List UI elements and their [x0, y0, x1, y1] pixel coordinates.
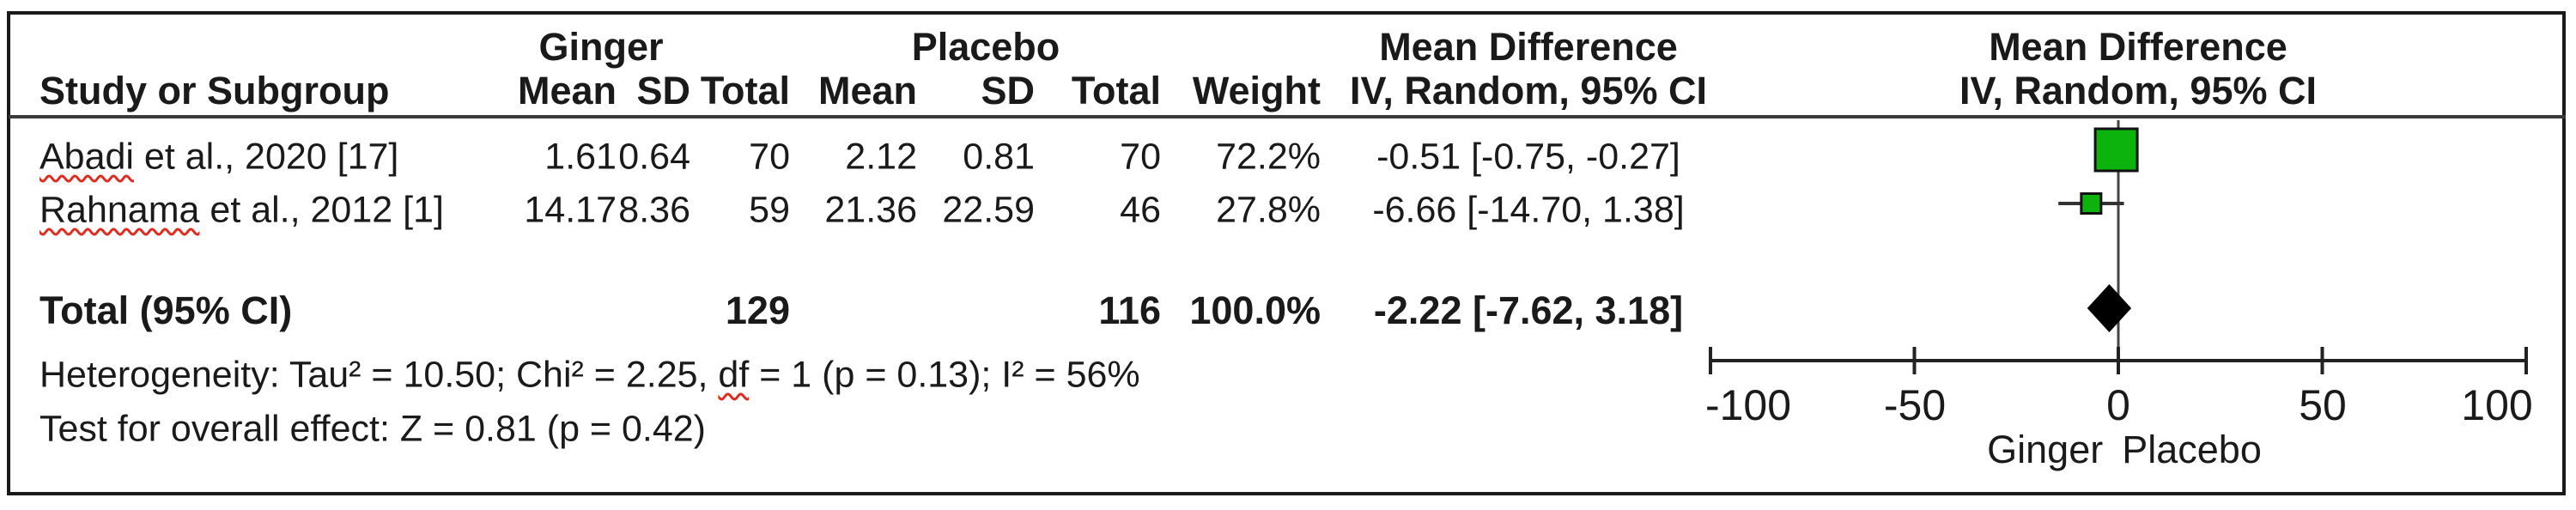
study-label-flagged-word: Abadi [39, 136, 134, 178]
axis-tick-label: -50 [1883, 381, 1947, 429]
ginger-sd-value: 0.64 [618, 136, 690, 178]
ginger-mean-value: 1.61 [544, 136, 617, 178]
heterogeneity-row: Heterogeneity: Tau² = 10.50; Chi² = 2.25… [0, 354, 2576, 397]
placebo-total-sum: 116 [1098, 288, 1161, 332]
study-label-rest: et al., 2012 [1] [199, 189, 444, 231]
ci-col-header: IV, Random, 95% CI [1350, 69, 1707, 112]
favours-treatment-label: Ginger [1987, 428, 2104, 471]
column-header-row: Study or Subgroup Mean SD Total Mean SD … [0, 69, 2576, 113]
heterogeneity-text-before: Heterogeneity: Tau² = 10.50; Chi² = 2.25… [39, 354, 719, 396]
table-row: Rahnama et al., 2012 [1] 14.17 8.36 59 2… [0, 184, 2576, 237]
total-weight-value: 100.0% [1189, 288, 1321, 332]
study-label-flagged-word: Rahnama [39, 189, 200, 231]
heterogeneity-text-after: = 1 (p = 0.13); I² = 56% [749, 354, 1140, 396]
table-row: Abadi et al., 2020 [17] 1.61 0.64 70 2.1… [0, 131, 2576, 184]
group-header-row: Ginger Placebo Mean Difference Mean Diff… [0, 25, 2576, 69]
placebo-mean-value: 2.12 [845, 136, 917, 178]
study-label: Abadi et al., 2020 [17] [39, 137, 398, 179]
ci-plot-col-header: IV, Random, 95% CI [1959, 69, 2317, 112]
total-row: Total (95% CI) 129 116 100.0% -2.22 [-7.… [0, 284, 2576, 337]
weight-value: 72.2% [1216, 136, 1321, 178]
ci-text-value: -6.66 [-14.70, 1.38] [1372, 189, 1685, 231]
favours-control-label: Placebo [2122, 428, 2262, 471]
placebo-group-header: Placebo [911, 25, 1060, 69]
placebo-sd-value: 0.81 [963, 136, 1035, 178]
mean1-col-header: Mean [517, 69, 617, 112]
study-col-header: Study or Subgroup [39, 69, 390, 112]
overall-effect-row: Test for overall effect: Z = 0.81 (p = 0… [0, 408, 2576, 451]
study-label-rest: et al., 2020 [17] [133, 136, 399, 178]
axis-tick-label: 100 [2461, 381, 2533, 429]
placebo-total-value: 46 [1120, 189, 1161, 231]
pooled-ci-text-value: -2.22 [-7.62, 3.18] [1373, 288, 1684, 332]
ginger-total-value: 59 [749, 189, 790, 231]
study-label: Rahnama et al., 2012 [1] [39, 190, 444, 232]
placebo-total-value: 70 [1120, 136, 1161, 178]
ginger-sd-value: 8.36 [618, 189, 690, 231]
placebo-mean-value: 21.36 [824, 189, 917, 231]
header-separator-line [9, 115, 2566, 118]
total2-col-header: Total [1071, 69, 1161, 112]
figure-frame [7, 11, 2566, 495]
ginger-mean-value: 14.17 [524, 189, 617, 231]
placebo-sd-value: 22.59 [942, 189, 1035, 231]
sd2-col-header: SD [981, 69, 1035, 112]
weight-col-header: Weight [1192, 69, 1321, 112]
heterogeneity-text: Heterogeneity: Tau² = 10.50; Chi² = 2.25… [39, 355, 1140, 397]
ginger-total-sum: 129 [725, 288, 790, 332]
ginger-group-header: Ginger [538, 25, 664, 69]
axis-tick-label: 50 [2299, 381, 2347, 429]
total1-col-header: Total [700, 69, 790, 112]
sd1-col-header: SD [636, 69, 690, 112]
total-label: Total (95% CI) [39, 288, 293, 332]
ginger-total-value: 70 [749, 136, 790, 178]
axis-footer-labels: Ginger Placebo [1987, 428, 2262, 472]
weight-value: 27.8% [1216, 189, 1321, 231]
overall-effect-text: Test for overall effect: Z = 0.81 (p = 0… [39, 408, 706, 450]
mean2-col-header: Mean [817, 69, 917, 112]
ci-text-value: -0.51 [-0.75, -0.27] [1376, 136, 1680, 178]
plot-column-header: Mean Difference [1989, 25, 2287, 69]
heterogeneity-flagged-word: df [718, 354, 750, 396]
effect-column-header: Mean Difference [1379, 25, 1678, 69]
axis-tick-label: 0 [2106, 381, 2130, 429]
axis-tick-label: -100 [1704, 381, 1792, 429]
